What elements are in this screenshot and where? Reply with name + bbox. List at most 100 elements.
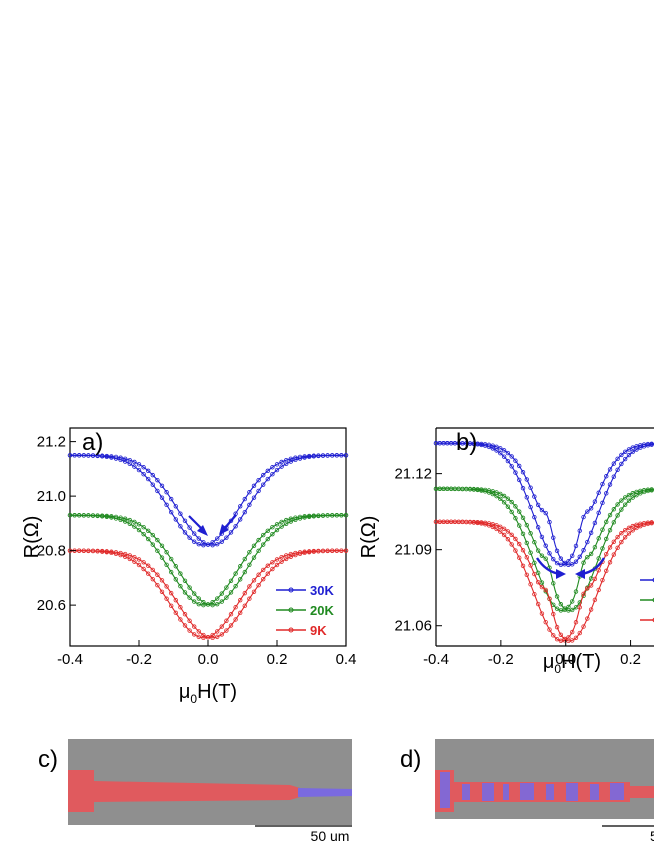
data-point <box>577 554 582 560</box>
data-point <box>178 617 183 622</box>
data-point <box>233 524 238 529</box>
data-point <box>145 476 151 482</box>
data-point <box>150 532 155 538</box>
data-point <box>641 444 647 449</box>
data-point <box>539 507 545 513</box>
panel-c-label: c) <box>38 746 58 773</box>
data-point <box>558 602 564 607</box>
data-point <box>210 632 215 638</box>
data-point <box>274 527 280 533</box>
data-point <box>619 498 624 503</box>
data-point <box>145 528 151 533</box>
data-point <box>573 589 579 594</box>
data-point <box>228 578 234 583</box>
data-point <box>505 504 511 509</box>
y-tick-label: 20.8 <box>37 543 66 560</box>
data-point <box>136 522 142 527</box>
data-point <box>261 576 266 582</box>
data-point <box>604 536 609 542</box>
data-point <box>196 541 201 547</box>
data-point <box>607 560 613 565</box>
data-point <box>517 523 522 528</box>
data-point <box>320 513 326 518</box>
data-point <box>622 535 628 540</box>
data-point <box>577 605 582 610</box>
data-point <box>551 633 556 638</box>
data-point <box>201 632 206 638</box>
data-point <box>228 530 234 535</box>
data-point <box>604 474 609 479</box>
data-point <box>279 554 284 560</box>
data-point <box>191 624 197 629</box>
data-point <box>509 499 514 505</box>
data-point <box>619 452 624 458</box>
data-point <box>535 525 541 530</box>
data-point <box>261 532 266 538</box>
data-point <box>509 454 514 459</box>
data-point <box>81 548 86 553</box>
data-point <box>201 542 206 548</box>
data-point <box>90 548 96 554</box>
data-point <box>187 595 192 600</box>
data-point <box>187 628 192 633</box>
data-point <box>638 523 643 529</box>
data-point <box>256 582 261 588</box>
panel-a-ylabel: R(Ω) <box>21 516 43 559</box>
data-point <box>279 464 284 469</box>
legend-marker <box>652 577 654 583</box>
data-point <box>67 453 73 458</box>
data-point <box>270 531 275 537</box>
data-point <box>182 530 188 535</box>
data-point <box>343 453 349 458</box>
data-point <box>325 453 330 458</box>
data-point <box>201 600 206 605</box>
panel-d-sem-background <box>435 739 654 819</box>
data-point <box>498 524 503 529</box>
data-point <box>159 578 165 583</box>
data-point <box>520 531 526 537</box>
data-point <box>118 550 123 556</box>
data-point <box>551 535 556 540</box>
data-point <box>196 601 201 607</box>
data-point <box>528 504 533 510</box>
data-point <box>247 490 252 495</box>
data-point <box>155 548 160 554</box>
data-point <box>279 559 284 564</box>
data-point <box>224 618 229 623</box>
data-point <box>261 542 266 547</box>
data-point <box>535 579 541 585</box>
data-point <box>513 516 518 521</box>
panel-a-arrow-right <box>219 514 237 535</box>
data-point <box>325 548 330 554</box>
data-point <box>242 509 247 515</box>
data-point <box>615 513 620 518</box>
data-point <box>228 590 234 595</box>
data-point <box>247 562 252 567</box>
data-point <box>622 456 628 462</box>
data-point <box>302 515 307 520</box>
data-point <box>270 525 275 530</box>
data-point <box>178 605 183 610</box>
data-point <box>219 539 224 544</box>
data-point <box>320 548 326 554</box>
series-line <box>70 454 346 546</box>
data-point <box>622 449 628 455</box>
data-point <box>554 594 560 599</box>
data-point <box>76 548 82 553</box>
panel-c-sem-image: c) 50 um <box>38 739 352 844</box>
data-point <box>585 509 590 514</box>
data-point <box>490 524 495 530</box>
data-point <box>596 510 601 516</box>
data-point <box>155 488 160 494</box>
data-point <box>520 563 526 569</box>
data-point <box>577 528 582 533</box>
data-point <box>532 592 537 597</box>
data-point <box>649 442 654 447</box>
data-point <box>145 468 151 474</box>
data-point <box>524 572 529 577</box>
data-point <box>284 521 289 526</box>
data-point <box>325 513 330 518</box>
data-point <box>509 509 514 515</box>
data-point <box>127 457 132 463</box>
data-point <box>90 513 96 518</box>
